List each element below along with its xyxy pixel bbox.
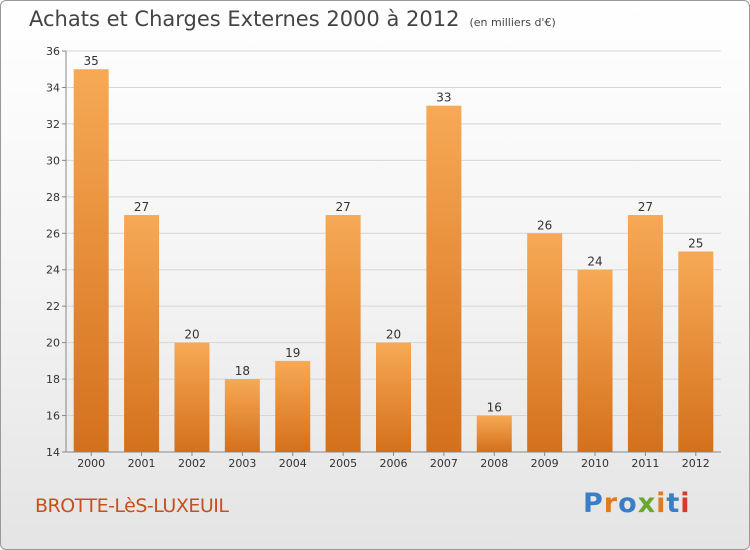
bar	[73, 69, 109, 453]
data-label: 20	[184, 328, 199, 342]
data-label: 27	[638, 200, 653, 214]
y-tick-label: 32	[46, 118, 60, 131]
data-label: 19	[285, 346, 300, 360]
data-label: 33	[436, 91, 451, 105]
x-tick-label: 2000	[77, 457, 105, 470]
y-tick-label: 20	[46, 337, 60, 350]
bar	[577, 269, 613, 452]
bar	[527, 233, 563, 452]
y-tick-label: 36	[46, 45, 60, 58]
bar	[627, 215, 663, 452]
proxiti-logo[interactable]: Proxiti	[583, 488, 691, 519]
brand-letter: x	[637, 488, 657, 519]
x-tick-label: 2011	[631, 457, 659, 470]
bar	[426, 105, 462, 452]
data-label: 18	[235, 364, 250, 378]
data-label: 35	[84, 54, 99, 68]
chart-subtitle: (en milliers d'€)	[469, 16, 556, 29]
data-label: 26	[537, 218, 552, 232]
x-tick-label: 2006	[380, 457, 408, 470]
x-tick-label: 2012	[682, 457, 710, 470]
y-tick-label: 28	[46, 191, 60, 204]
y-tick-label: 22	[46, 300, 60, 313]
y-tick-label: 26	[46, 227, 60, 240]
data-label: 20	[386, 328, 401, 342]
x-tick-label: 2008	[480, 457, 508, 470]
bar	[678, 251, 714, 452]
brand-letter: i	[680, 488, 691, 519]
x-tick-label: 2007	[430, 457, 458, 470]
data-label: 24	[587, 255, 602, 269]
bar	[174, 342, 210, 452]
x-tick-label: 2002	[178, 457, 206, 470]
bar	[476, 415, 512, 452]
x-tick-label: 2010	[581, 457, 609, 470]
x-tick-label: 2004	[279, 457, 307, 470]
data-label: 25	[688, 237, 703, 251]
bar	[376, 342, 411, 452]
y-tick-label: 24	[46, 264, 60, 277]
brand-letter: t	[666, 488, 681, 519]
data-label: 27	[335, 200, 350, 214]
y-tick-label: 30	[46, 154, 60, 167]
bars	[73, 69, 714, 453]
x-tick-label: 2003	[228, 457, 256, 470]
bar	[224, 379, 260, 452]
chart-title-text: Achats et Charges Externes 2000 à 2012	[29, 7, 460, 31]
y-tick-label: 34	[46, 81, 60, 94]
x-tick-label: 2005	[329, 457, 357, 470]
brand-letter: o	[618, 488, 638, 519]
y-tick-label: 16	[46, 410, 60, 423]
x-tick-label: 2009	[531, 457, 559, 470]
y-tick-label: 14	[46, 446, 60, 459]
brand-letter: r	[603, 488, 619, 519]
y-tick-label: 18	[46, 373, 60, 386]
bar	[325, 215, 361, 452]
brand-letter: i	[656, 488, 667, 519]
value-labels: 35 27 20 18 19 27 20 33 16 26 24 27 25	[84, 54, 704, 414]
data-label: 16	[487, 401, 502, 415]
x-tick-label: 2001	[128, 457, 156, 470]
bar	[275, 360, 311, 452]
town-name: BROTTE-LèS-LUXEUIL	[35, 495, 229, 517]
bar	[124, 215, 160, 452]
data-label: 27	[134, 200, 149, 214]
chart-title: Achats et Charges Externes 2000 à 2012 (e…	[29, 7, 556, 31]
brand-letter: P	[583, 488, 604, 519]
